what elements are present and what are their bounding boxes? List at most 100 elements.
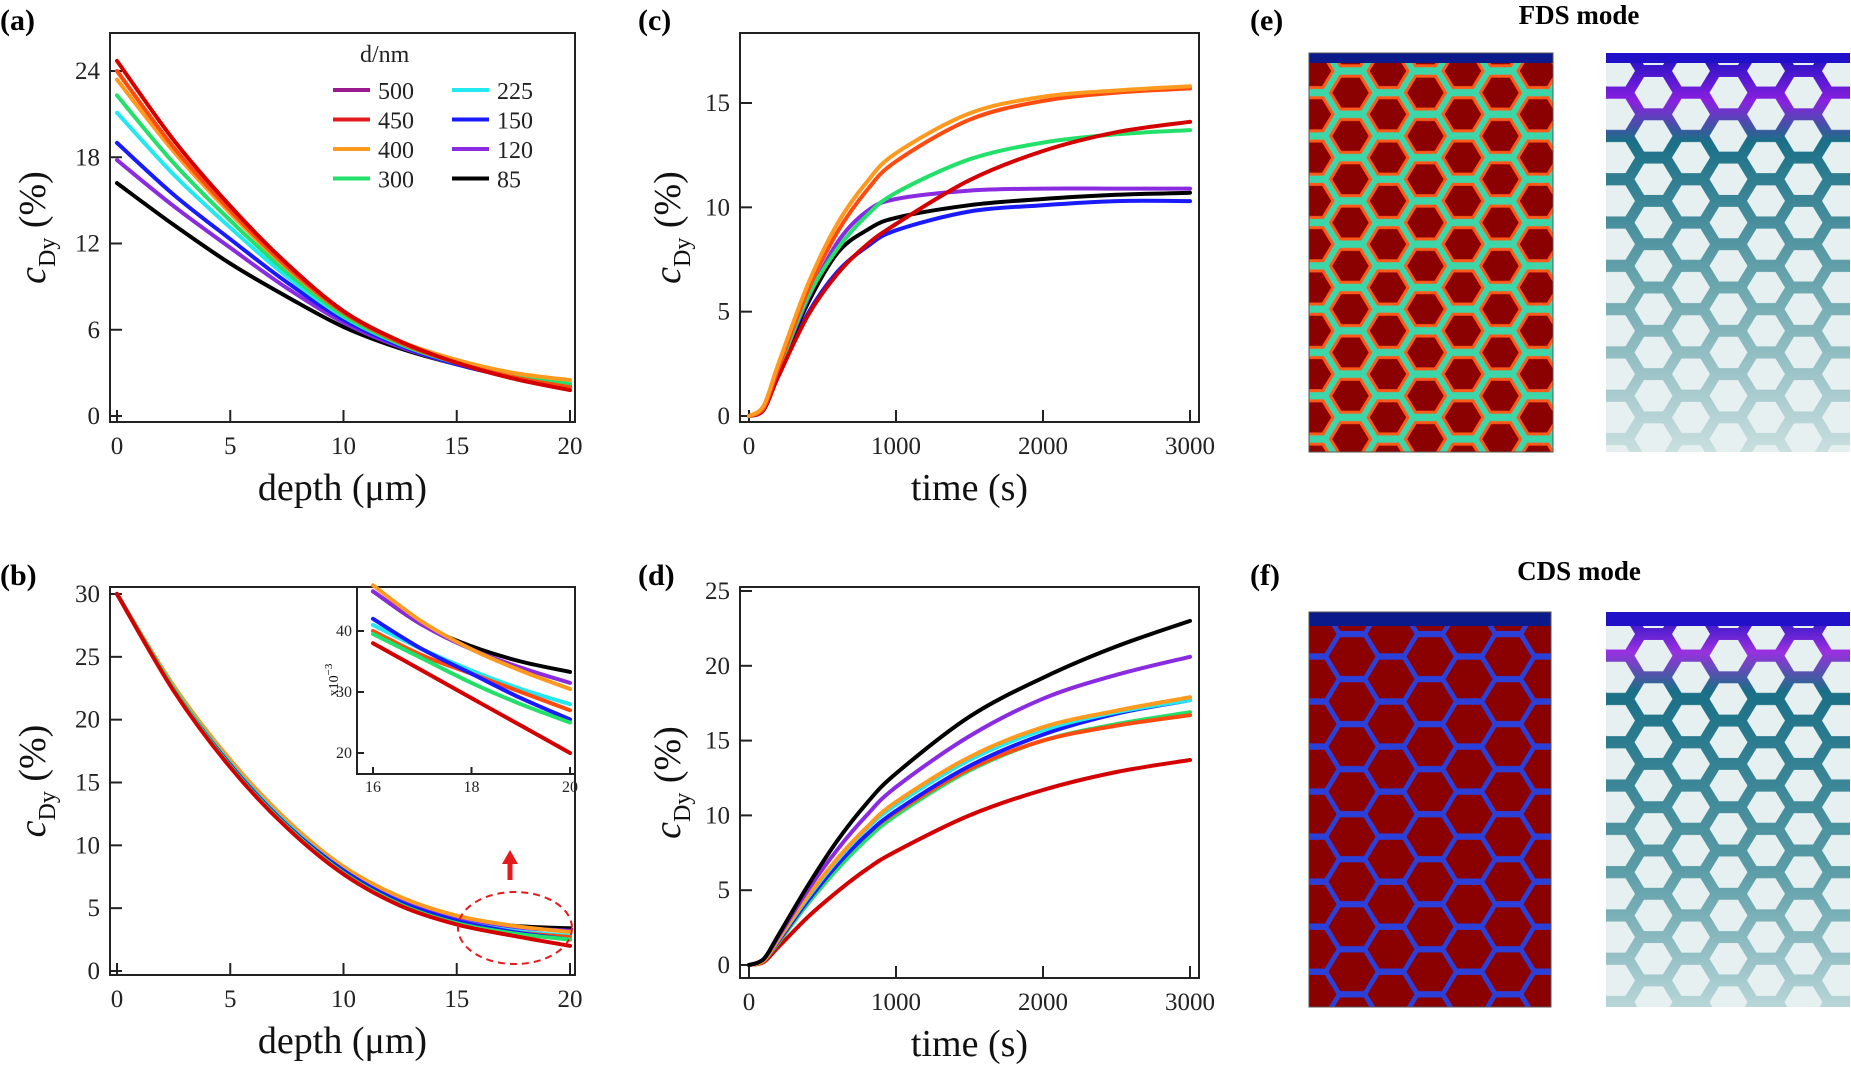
panel-b-y-tick-label: 15: [75, 770, 100, 797]
panel-a-x-tick-label: 0: [111, 433, 124, 460]
panel-a-x-axis-label: depth (μm): [258, 467, 427, 509]
surface-band: [1606, 53, 1850, 63]
panel-b-y-tick-label: 25: [75, 644, 100, 671]
panel-d-series-line-300: [747, 710, 1192, 967]
panel-b-y-tick-label: 20: [75, 707, 100, 734]
panel-d-y-tick-label: 0: [718, 952, 731, 979]
panel-c-y-axis-label: cDy (%): [647, 171, 696, 284]
panel-c-x-axis-label: time (s): [911, 467, 1028, 509]
legend-label: 225: [497, 79, 533, 105]
panel-c-series-line-500: [747, 86, 1192, 418]
panel-d-y-tick-label: 20: [705, 653, 730, 680]
panel-d-series-line-450: [747, 758, 1192, 967]
legend-label: 150: [497, 109, 533, 135]
y-label-unit: (%): [647, 171, 689, 237]
panel-a-y-tick-label: 6: [88, 317, 101, 344]
panel-b-x-tick-label: 0: [111, 986, 124, 1013]
legend-label: 85: [497, 168, 521, 194]
inset-y-axis-label: x10−3: [323, 663, 342, 696]
panel-c-x-tick-label: 0: [743, 433, 756, 460]
inset-y-tick-label: 40: [336, 623, 352, 640]
legend-entry-120: 120: [452, 138, 533, 164]
panel-a-y-tick-label: 12: [75, 231, 100, 258]
panel-label-c: (c): [638, 4, 671, 37]
panel-d-series-line-120: [747, 654, 1192, 967]
panel-d-x-tick-label: 1000: [871, 989, 921, 1016]
panel-d-x-tick-label: 0: [743, 989, 756, 1016]
y-label-symbol: c: [647, 822, 689, 839]
inset-series-line-300: [371, 632, 572, 725]
arrow-up-icon: [502, 850, 518, 880]
fds-concentration-map: [1308, 52, 1554, 453]
surface-band: [1606, 612, 1850, 626]
surface-band: [1309, 53, 1553, 63]
panel-b-x-tick-label: 20: [558, 986, 583, 1013]
legend-entry-400: 400: [333, 138, 414, 164]
panel-c-series-line-400: [747, 84, 1192, 418]
panel-c-x-tick-label: 3000: [1165, 433, 1215, 460]
legend-entry-300: 300: [333, 168, 414, 194]
legend-entry-150: 150: [452, 109, 533, 135]
panel-b-x-tick-label: 10: [331, 986, 356, 1013]
y-label-symbol: c: [12, 267, 54, 284]
zoom-region-ellipse: [457, 891, 573, 965]
panel-a-chart: 0 5 10 15 20 0 6 12 18 24 depth (μm) cDy (%): [12, 32, 583, 509]
panel-b-y-tick-label: 10: [75, 832, 100, 859]
y-label-unit: (%): [12, 171, 54, 237]
y-label-symbol: c: [647, 267, 689, 284]
panel-a-y-tick-label: 24: [75, 58, 101, 85]
surface-band: [1309, 612, 1551, 626]
legend-title: d/nm: [360, 42, 410, 68]
panel-e-title: FDS mode: [1519, 0, 1640, 30]
panel-label-e: (e): [1250, 4, 1283, 37]
legend-entry-225: 225: [452, 79, 533, 105]
panel-b-y-axis-label: cDy (%): [12, 725, 61, 838]
panel-d-x-axis-label: time (s): [911, 1023, 1028, 1065]
hexagonal-grains: [1309, 612, 1551, 1007]
panel-label-d: (d): [638, 559, 675, 592]
panel-d-series-line-150: [747, 698, 1192, 967]
panel-b-x-tick-label: 5: [224, 986, 237, 1013]
panel-c-series-line-450: [747, 119, 1192, 418]
legend-label: 400: [378, 138, 414, 164]
panel-b-x-tick-label: 15: [444, 986, 469, 1013]
panel-a-y-tick-label: 18: [75, 144, 100, 171]
panel-d-series-line-225: [747, 698, 1192, 967]
panel-b-x-axis-label: depth (μm): [258, 1020, 427, 1062]
panel-c-x-tick-label: 2000: [1018, 433, 1068, 460]
panel-label-a: (a): [0, 4, 35, 37]
panel-a-x-tick-label: 10: [331, 433, 356, 460]
panel-label-f: (f): [1250, 559, 1280, 592]
panel-c-y-tick-label: 0: [718, 403, 731, 430]
fds-flux-map: [1606, 53, 1850, 452]
panel-c-series-line-150: [747, 198, 1192, 418]
panel-a-y-tick-label: 0: [88, 403, 101, 430]
panel-b-y-tick-label: 0: [88, 958, 101, 985]
legend-entry-500: 500: [333, 79, 414, 105]
hexagonal-grains: [1606, 612, 1850, 1007]
panel-d-y-tick-label: 25: [705, 578, 730, 605]
y-label-unit: (%): [12, 725, 54, 791]
panel-b-series-line-450: [115, 592, 572, 948]
legend-panel-a: d/nm 500 450 400 300 225 150 120 85: [333, 42, 533, 194]
panel-a-x-tick-label: 15: [444, 433, 469, 460]
panel-d-x-tick-label: 2000: [1018, 989, 1068, 1016]
panel-label-b: (b): [0, 559, 37, 592]
panel-a-series-line-120: [115, 158, 572, 388]
inset-series-line-150: [371, 616, 572, 722]
panel-a-x-tick-label: 20: [558, 433, 583, 460]
inset-series-line-400: [371, 583, 572, 691]
legend-label: 500: [378, 79, 414, 105]
panel-a-x-tick-label: 5: [224, 433, 237, 460]
inset-series-line-450: [371, 641, 572, 755]
hexagonal-grains: [1309, 53, 1553, 452]
panel-a-series-line-450: [115, 58, 572, 393]
legend-label: 300: [378, 168, 414, 194]
inset-y-tick-label: 30: [336, 684, 352, 701]
legend-entry-85: 85: [452, 168, 521, 194]
legend-entry-450: 450: [333, 109, 414, 135]
panel-c-y-tick-label: 15: [705, 90, 730, 117]
y-label-unit: (%): [647, 726, 689, 792]
inset-y-tick-label: 20: [336, 745, 352, 762]
